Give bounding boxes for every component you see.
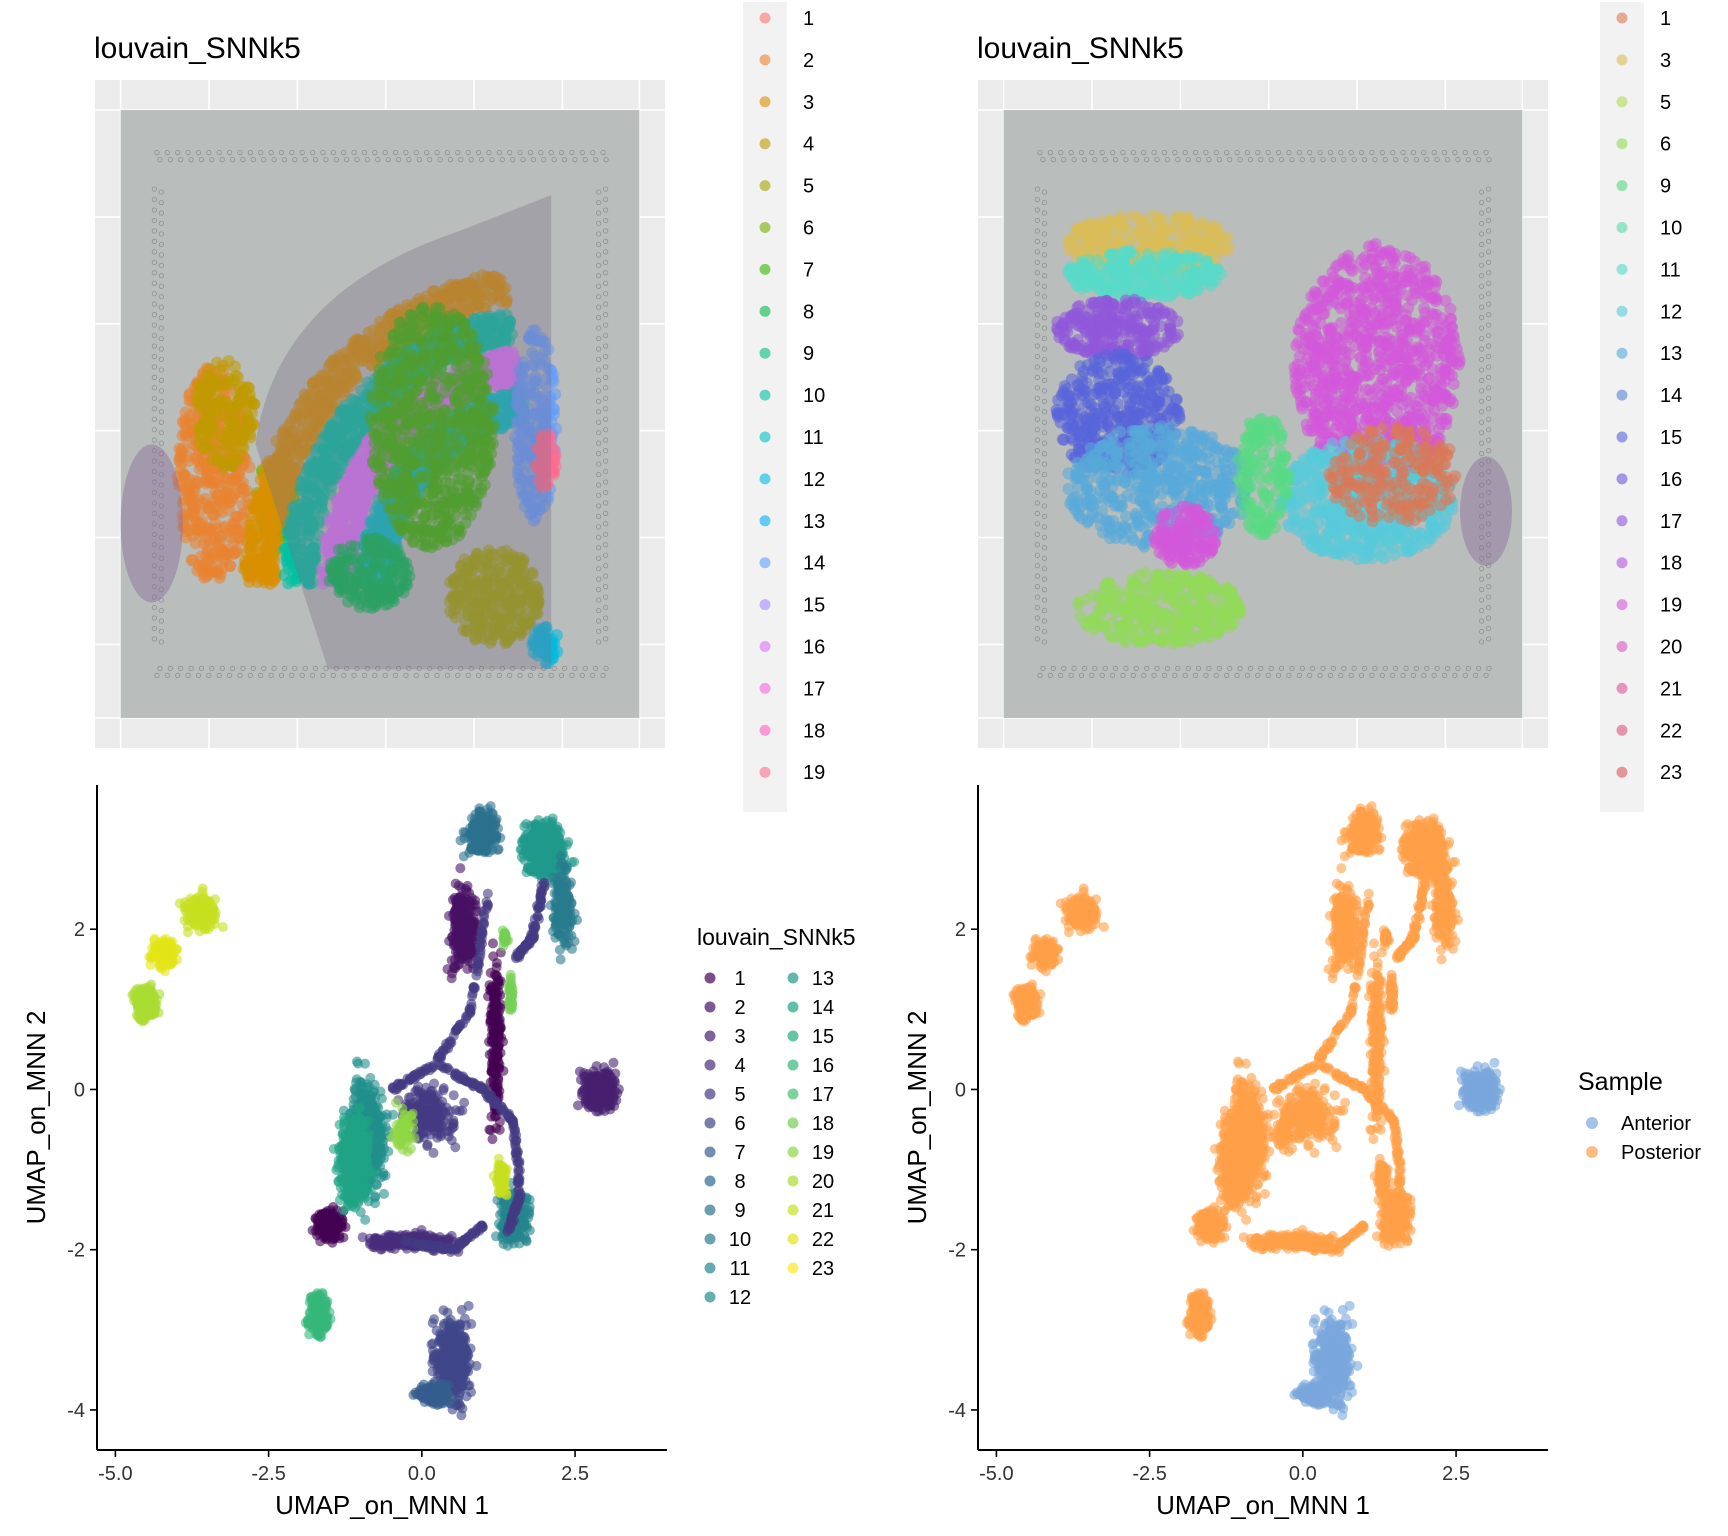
spatial-anterior-spot-cluster-4 xyxy=(210,380,222,392)
spatial-anterior-spot-cluster-4 xyxy=(234,451,246,463)
spatial-anterior-spot-cluster-2 xyxy=(228,488,240,500)
spatial-anterior-spot-cluster-2 xyxy=(187,530,199,542)
spatial-anterior-title: louvain_SNNk5 xyxy=(94,32,301,65)
spatial-anterior-spot-cluster-2 xyxy=(182,509,194,521)
spatial-anterior-spot-cortex-band xyxy=(240,559,252,571)
spatial-anterior-spot-cortex-band xyxy=(260,545,272,557)
spatial-anterior-spot-cortex-band xyxy=(258,519,270,531)
spatial-anterior-spot-cluster-2 xyxy=(211,489,223,501)
spatial-anterior-spot-cluster-4 xyxy=(244,393,256,405)
spatial-anterior-spot-cluster-4 xyxy=(218,462,230,474)
spatial-anterior-spot-cluster-2 xyxy=(200,560,212,572)
spatial-anterior-spot-cluster-4 xyxy=(203,441,215,453)
spatial-anterior-spot-cortex-band xyxy=(245,523,257,535)
spatial-anterior-spot-cluster-4 xyxy=(191,388,203,400)
spatial-anterior-spot-cluster-4 xyxy=(229,361,241,373)
spatial-anterior-spot-cluster-4 xyxy=(199,412,211,424)
spatial-anterior-spot-cluster-4 xyxy=(226,379,238,391)
spatial-anterior-spot-cluster-2 xyxy=(223,526,235,538)
spatial-anterior-spot-cluster-2 xyxy=(180,407,192,419)
spatial-anterior-spot-cluster-2 xyxy=(200,473,212,485)
spatial-anterior-spot-cluster-4 xyxy=(233,402,245,414)
spatial-anterior-spot-cluster-2 xyxy=(209,500,221,512)
spatial-anterior-spot-cluster-4 xyxy=(236,440,248,452)
spatial-anterior-spot-cluster-4 xyxy=(209,404,221,416)
spatial-anterior-spot-cluster-4 xyxy=(228,417,240,429)
spatial-anterior-spot-cluster-2 xyxy=(186,554,198,566)
spatial-anterior-spot-cluster-2 xyxy=(218,553,230,565)
spatial-anterior-spot-cluster-2 xyxy=(213,476,225,488)
spatial-anterior-spot-cluster-4 xyxy=(194,431,206,443)
spatial-anterior-spot-cluster-2 xyxy=(180,431,192,443)
spatial-anterior-spot-cluster-2 xyxy=(180,420,192,432)
spatial-anterior-spot-cluster-2 xyxy=(175,464,187,476)
spatial-anterior-group: louvain_SNNk5 xyxy=(94,32,665,748)
spatial-anterior-spot-cluster-2 xyxy=(197,497,209,509)
spatial-anterior-spot-cluster-4 xyxy=(243,414,255,426)
spatial-anterior-spot-cluster-2 xyxy=(189,484,201,496)
spatial-anterior-spot-cluster-2 xyxy=(200,521,212,533)
